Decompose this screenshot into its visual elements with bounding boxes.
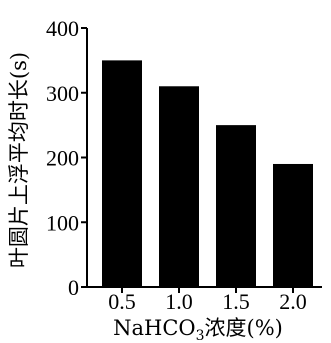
x-axis-title-suffix: 浓度(%)	[205, 316, 283, 340]
y-tick-label: 0	[68, 275, 79, 300]
x-axis-ticks: 0.5 1.0 1.5 2.0	[108, 287, 307, 314]
y-axis-title: 叶圆片上浮平均时长(s)	[7, 52, 31, 268]
bar-1.5	[216, 125, 256, 287]
y-tick-label: 300	[46, 81, 79, 106]
y-axis-title-group: 叶圆片上浮平均时长(s)	[7, 52, 31, 268]
bar-2.0	[273, 163, 313, 287]
x-tick-label: 1.5	[222, 289, 250, 314]
y-axis-ticks: 0 100 200 300 400	[46, 16, 87, 300]
bars	[102, 60, 313, 288]
y-tick-label: 100	[46, 210, 79, 235]
x-axis-title-prefix: NaHCO	[113, 316, 196, 340]
x-tick-label: 1.0	[165, 289, 193, 314]
x-axis-title: NaHCO3浓度(%)	[113, 316, 283, 343]
x-tick-label: 0.5	[108, 289, 136, 314]
x-axis-title-subscript: 3	[196, 328, 205, 343]
y-tick-label: 400	[46, 16, 79, 41]
bar-0.5	[102, 60, 142, 287]
x-tick-label: 2.0	[279, 289, 307, 314]
y-tick-label: 200	[46, 146, 79, 171]
bar-1.0	[159, 86, 199, 288]
